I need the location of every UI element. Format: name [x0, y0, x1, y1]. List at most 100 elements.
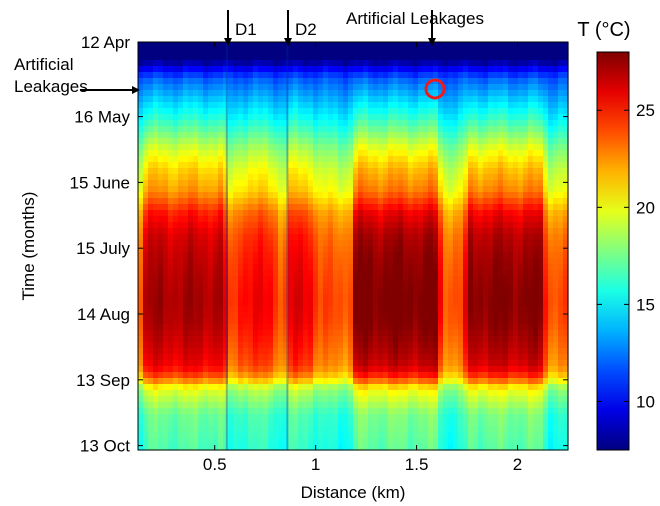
heat-cell — [448, 108, 454, 115]
heat-cell — [163, 186, 169, 193]
heat-cell — [303, 132, 309, 139]
heat-cell — [188, 90, 194, 97]
heat-cell — [498, 120, 504, 127]
heat-cell — [483, 360, 489, 367]
heat-cell — [268, 270, 274, 277]
heat-cell — [343, 84, 349, 91]
heat-cell — [378, 342, 384, 349]
heat-cell — [443, 300, 449, 307]
heat-cell — [148, 120, 154, 127]
heat-cell — [203, 348, 209, 355]
heat-cell — [308, 330, 314, 337]
heat-cell — [428, 54, 434, 61]
heat-cell — [203, 42, 209, 49]
heat-cell — [373, 120, 379, 127]
heat-cell — [248, 84, 254, 91]
heat-cell — [393, 342, 399, 349]
heat-cell — [518, 66, 524, 73]
heat-cell — [208, 216, 214, 223]
heat-cell — [538, 312, 544, 319]
heat-cell — [283, 174, 289, 181]
heat-cell — [368, 114, 374, 121]
heat-cell — [483, 126, 489, 133]
heat-cell — [368, 60, 374, 67]
heat-cell — [533, 288, 539, 295]
heat-cell — [388, 336, 394, 343]
heat-cell — [343, 324, 349, 331]
heat-cell — [478, 354, 484, 361]
heat-cell — [553, 42, 559, 49]
heat-cell — [408, 84, 414, 91]
heat-cell — [318, 132, 324, 139]
heat-cell — [303, 204, 309, 211]
heat-cell — [368, 204, 374, 211]
heat-cell — [208, 294, 214, 301]
heat-cell — [453, 156, 459, 163]
heat-cell — [163, 174, 169, 181]
heat-cell — [333, 144, 339, 151]
heat-cell — [263, 102, 269, 109]
heat-cell — [308, 378, 314, 385]
heat-cell — [223, 126, 229, 133]
heat-cell — [518, 204, 524, 211]
heat-cell — [233, 282, 239, 289]
heat-cell — [218, 60, 224, 67]
heat-cell — [493, 366, 499, 373]
heat-cell — [433, 42, 439, 49]
heat-cell — [428, 210, 434, 217]
heat-cell — [538, 78, 544, 85]
heat-cell — [303, 60, 309, 67]
heat-cell — [363, 78, 369, 85]
heat-cell — [318, 48, 324, 55]
heat-cell — [443, 96, 449, 103]
heat-cell — [193, 102, 199, 109]
heat-cell — [293, 276, 299, 283]
heat-cell — [523, 264, 529, 271]
heat-cell — [558, 234, 564, 241]
heat-cell — [423, 108, 429, 115]
heat-cell — [483, 366, 489, 373]
heat-cell — [198, 318, 204, 325]
heat-cell — [363, 168, 369, 175]
heat-cell — [208, 144, 214, 151]
heat-cell — [213, 372, 219, 379]
heat-cell — [213, 282, 219, 289]
heat-cell — [488, 318, 494, 325]
heat-cell — [313, 348, 319, 355]
heat-cell — [138, 66, 144, 73]
heat-cell — [198, 216, 204, 223]
heat-cell — [433, 108, 439, 115]
heat-cell — [333, 198, 339, 205]
heat-cell — [518, 222, 524, 229]
heat-cell — [373, 228, 379, 235]
heat-cell — [328, 228, 334, 235]
heat-cell — [463, 282, 469, 289]
heat-cell — [473, 264, 479, 271]
heat-cell — [483, 204, 489, 211]
heat-cell — [203, 180, 209, 187]
heat-cell — [333, 90, 339, 97]
heat-cell — [418, 378, 424, 385]
heat-cell — [423, 312, 429, 319]
heat-cell — [428, 270, 434, 277]
heat-cell — [443, 318, 449, 325]
heat-cell — [468, 324, 474, 331]
heat-cell — [198, 84, 204, 91]
heat-cell — [368, 192, 374, 199]
heat-cell — [468, 120, 474, 127]
heat-cell — [368, 252, 374, 259]
heat-cell — [308, 66, 314, 73]
heat-cell — [183, 282, 189, 289]
heat-cell — [493, 276, 499, 283]
heat-cell — [473, 330, 479, 337]
heat-cell — [338, 378, 344, 385]
heat-cell — [288, 210, 294, 217]
heat-cell — [348, 132, 354, 139]
heat-cell — [423, 354, 429, 361]
heat-cell — [188, 234, 194, 241]
heat-cell — [378, 234, 384, 241]
heat-cell — [318, 120, 324, 127]
heat-cell — [518, 54, 524, 61]
heat-cell — [178, 138, 184, 145]
heat-cell — [433, 342, 439, 349]
